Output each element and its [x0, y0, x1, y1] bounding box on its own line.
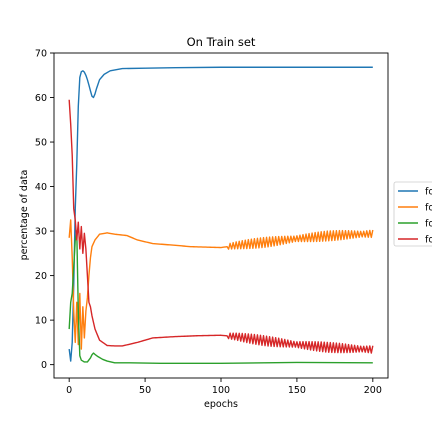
y-tick-label: 50: [35, 138, 47, 149]
y-tick-label: 60: [35, 93, 47, 104]
plot-frame: [53, 52, 389, 379]
y-tick-label: 20: [35, 271, 47, 282]
series-line-3: [68, 230, 373, 365]
y-axis-label: percentage of data: [19, 170, 30, 261]
series-line-2: [68, 219, 374, 350]
x-tick-label: 100: [212, 385, 230, 396]
chart-title: On Train set: [187, 35, 256, 49]
legend-label: fo: [425, 235, 432, 246]
x-tick-label: 200: [364, 385, 382, 396]
series-line-4: [68, 99, 374, 354]
x-axis-ticks: 0 50 100 150 200: [66, 378, 382, 396]
legend-label: fo: [425, 219, 432, 230]
legend-box: [393, 181, 432, 247]
x-tick-label: 0: [66, 385, 72, 396]
y-tick-label: 40: [35, 182, 47, 193]
x-tick-label: 150: [288, 385, 306, 396]
y-tick-label: 10: [35, 316, 47, 327]
y-tick-label: 0: [41, 360, 47, 371]
legend: fo fo fo fo: [393, 181, 432, 247]
y-axis-ticks: 0 10 20 30 40 50 60 70: [35, 49, 54, 371]
legend-label: fo: [425, 203, 432, 214]
x-axis-label: epochs: [204, 399, 238, 410]
x-tick-label: 50: [139, 385, 151, 396]
legend-label: fo: [425, 187, 432, 198]
y-tick-label: 30: [35, 227, 47, 238]
y-tick-label: 70: [35, 49, 47, 60]
series-layer: [68, 66, 374, 365]
series-line-1: [68, 66, 373, 362]
